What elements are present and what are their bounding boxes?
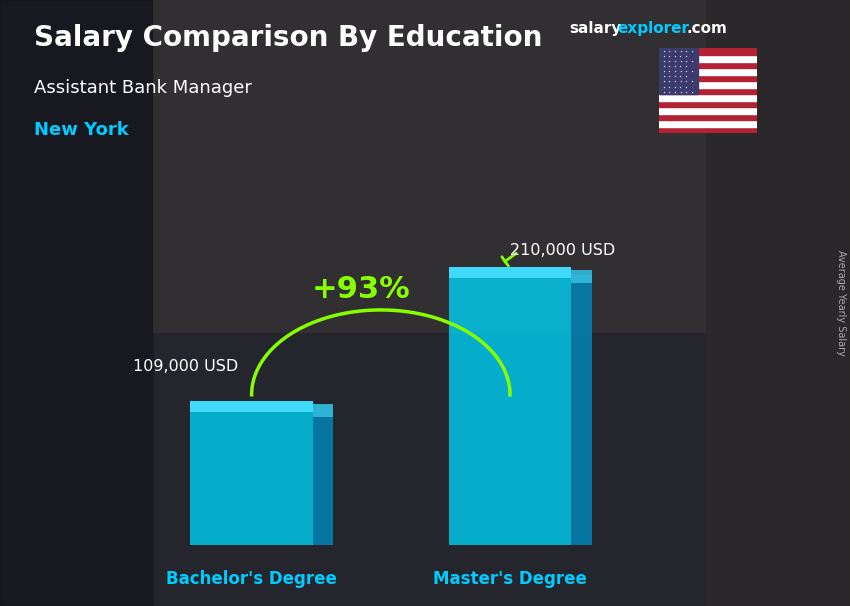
Text: New York: New York: [34, 121, 128, 139]
Bar: [313, 405, 333, 545]
Bar: [659, 107, 756, 114]
Bar: [659, 88, 756, 94]
Bar: [659, 48, 756, 55]
Text: +93%: +93%: [312, 275, 411, 304]
Text: 109,000 USD: 109,000 USD: [133, 359, 238, 373]
Bar: [190, 401, 313, 411]
Bar: [659, 48, 698, 94]
Bar: [153, 0, 705, 333]
Text: Assistant Bank Manager: Assistant Bank Manager: [34, 79, 252, 97]
Bar: [313, 404, 333, 417]
Bar: [571, 275, 592, 545]
Text: .com: .com: [687, 21, 728, 36]
Text: Master's Degree: Master's Degree: [433, 570, 587, 588]
Bar: [659, 75, 756, 81]
Bar: [659, 120, 756, 127]
Bar: [659, 68, 756, 75]
Text: Average Yearly Salary: Average Yearly Salary: [836, 250, 846, 356]
Bar: [659, 114, 756, 120]
Text: explorer: explorer: [617, 21, 689, 36]
Bar: [449, 267, 571, 278]
Bar: [153, 333, 705, 606]
Bar: [449, 267, 571, 545]
Bar: [659, 62, 756, 68]
Bar: [659, 81, 756, 88]
Text: 210,000 USD: 210,000 USD: [510, 243, 615, 258]
Bar: [190, 401, 313, 545]
Text: salary: salary: [570, 21, 622, 36]
Bar: [659, 94, 756, 101]
Text: Bachelor's Degree: Bachelor's Degree: [166, 570, 337, 588]
Text: Salary Comparison By Education: Salary Comparison By Education: [34, 24, 542, 52]
Bar: [706, 0, 850, 606]
Bar: [659, 127, 756, 133]
Bar: [659, 55, 756, 62]
Bar: [659, 101, 756, 107]
Bar: [571, 270, 592, 283]
Bar: [0, 0, 153, 606]
